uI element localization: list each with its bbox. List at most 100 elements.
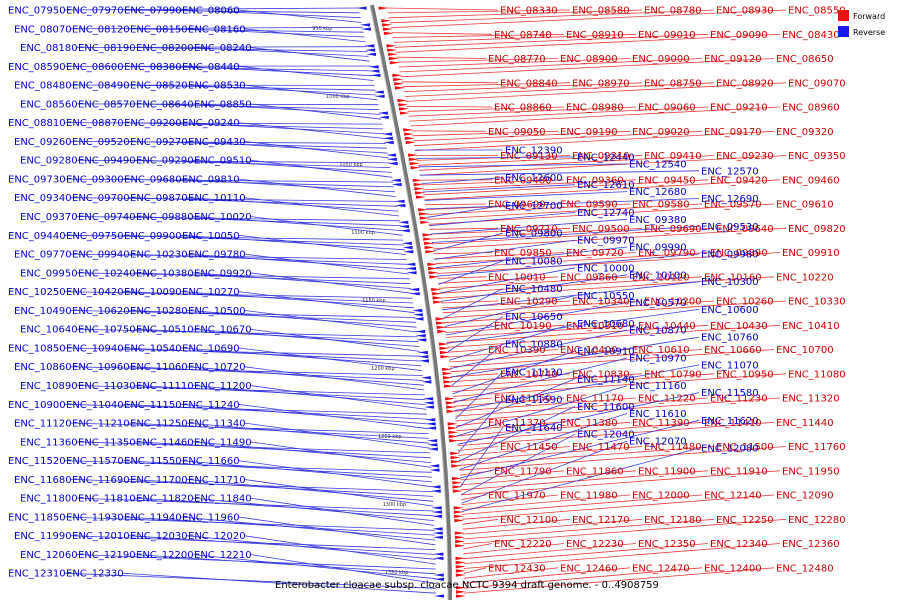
forward-gene-label: ENC_12280	[788, 515, 846, 526]
forward-gene-label: ENC_09890	[710, 248, 768, 259]
gene-connector-line	[448, 349, 559, 358]
forward-gene-label: ENC_09820	[788, 224, 846, 235]
reverse-gene-label: ENC_07990	[124, 6, 182, 17]
reverse-gene-label: ENC_09200	[124, 118, 182, 129]
reverse-gene-label: ENC_09240	[182, 118, 240, 129]
gene-connector-line	[454, 397, 637, 412]
reverse-gene-label: ENC_11060	[130, 362, 188, 373]
forward-gene-arrow	[412, 178, 423, 182]
reverse-gene-label: ENC_09300	[66, 175, 124, 186]
reverse-gene-arrow	[434, 594, 444, 598]
scale-tick-label: 1200 kbp	[371, 366, 395, 372]
reverse-gene-label: ENC_10110	[188, 193, 246, 204]
forward-gene-label: ENC_09000	[632, 54, 690, 65]
scale-tick-label: 1250 kbp	[378, 434, 402, 440]
forward-gene-label: ENC_12140	[704, 491, 762, 502]
gene-connector-line	[185, 28, 365, 38]
gene-connector-line	[179, 347, 422, 367]
forward-gene-label: ENC_10610	[632, 345, 690, 356]
forward-gene-arrow	[452, 489, 463, 493]
gene-connector-line	[463, 567, 487, 574]
forward-gene-arrow	[397, 98, 408, 103]
reverse-gene-label: ENC_12190	[78, 550, 136, 561]
reverse-gene-arrow	[360, 27, 371, 31]
reverse-gene-label: ENC_09280	[20, 156, 78, 167]
gene-connector-line	[455, 397, 781, 422]
reverse-gene-label: ENC_08200	[136, 43, 194, 54]
reverse-gene-label: ENC_12070	[629, 437, 687, 448]
forward-gene-label: ENC_11410	[704, 418, 762, 429]
forward-gene-label: ENC_08330	[500, 6, 558, 17]
forward-gene-arrow	[409, 161, 420, 166]
forward-gene-arrow	[418, 208, 429, 212]
gene-connector-line	[412, 130, 559, 137]
gene-connector-line	[185, 253, 409, 270]
reverse-gene-label: ENC_10100	[629, 270, 687, 281]
reverse-gene-arrow	[382, 136, 393, 140]
gene-connector-line	[429, 227, 499, 230]
gene-connector-line	[237, 403, 429, 430]
gene-connector-line	[121, 234, 405, 246]
gene-connector-line	[191, 272, 412, 289]
reverse-gene-label: ENC_08850	[194, 99, 252, 110]
reverse-gene-label: ENC_10280	[130, 306, 188, 317]
gene-connector-line	[179, 122, 385, 135]
reverse-gene-arrow	[405, 262, 416, 266]
gene-connector-line	[237, 291, 415, 314]
gene-connector-line	[402, 82, 571, 88]
gene-connector-line	[249, 159, 393, 178]
reverse-gene-label: ENC_09520	[72, 137, 130, 148]
reverse-gene-label: ENC_12310	[8, 569, 66, 580]
gene-connector-line	[75, 46, 367, 48]
gene-connector-line	[463, 518, 787, 545]
forward-gene-label: ENC_12170	[572, 515, 630, 526]
reverse-gene-label: ENC_10090	[124, 287, 182, 298]
gene-connector-line	[69, 310, 416, 318]
forward-gene-label: ENC_11450	[500, 442, 558, 453]
forward-gene-arrow	[420, 220, 431, 224]
gene-connector-line	[463, 543, 493, 550]
reverse-gene-label: ENC_09960	[701, 250, 759, 261]
reverse-gene-label: ENC_09510	[194, 156, 252, 167]
gene-connector-line	[455, 378, 576, 428]
gene-connector-line	[445, 324, 637, 338]
forward-gene-label: ENC_09130	[500, 151, 558, 162]
gene-connector-line	[127, 197, 398, 207]
reverse-gene-label: ENC_10970	[629, 354, 687, 365]
forward-gene-label: ENC_11860	[566, 466, 624, 477]
forward-gene-arrow	[455, 539, 466, 544]
gene-connector-line	[460, 433, 576, 496]
reverse-gene-label: ENC_11130	[505, 367, 563, 378]
forward-gene-arrow	[452, 481, 463, 485]
forward-gene-arrow	[433, 300, 444, 304]
gene-connector-line	[75, 216, 401, 222]
gene-connector-line	[463, 543, 637, 560]
forward-gene-arrow	[456, 586, 466, 590]
reverse-gene-arrow	[402, 245, 413, 250]
gene-connector-line	[191, 441, 431, 463]
gene-connector-line	[243, 141, 389, 159]
forward-gene-arrow	[398, 103, 409, 107]
reverse-gene-label: ENC_11360	[20, 437, 78, 448]
reverse-gene-arrow	[406, 266, 416, 271]
reverse-gene-label: ENC_08150	[130, 24, 188, 35]
gene-connector-line	[179, 403, 428, 425]
forward-gene-arrow	[450, 451, 461, 455]
reverse-gene-label: ENC_11140	[577, 374, 635, 385]
forward-gene-arrow	[448, 434, 459, 439]
gene-connector-line	[417, 155, 643, 166]
reverse-gene-label: ENC_10500	[188, 306, 246, 317]
reverse-gene-label: ENC_11820	[136, 494, 194, 505]
gene-connector-line	[185, 366, 424, 386]
reverse-gene-arrow	[421, 380, 432, 384]
gene-connector-line	[443, 288, 504, 319]
reverse-gene-label: ENC_09800	[505, 229, 563, 240]
genome-backbone	[370, 4, 452, 600]
gene-connector-line	[237, 9, 362, 23]
reverse-gene-label: ENC_11620	[701, 416, 759, 427]
gene-connector-line	[414, 130, 703, 147]
reverse-gene-label: ENC_12700	[505, 201, 563, 212]
forward-gene-arrow	[454, 514, 465, 518]
forward-gene-label: ENC_12250	[716, 515, 774, 526]
gene-connector-line	[121, 65, 372, 72]
